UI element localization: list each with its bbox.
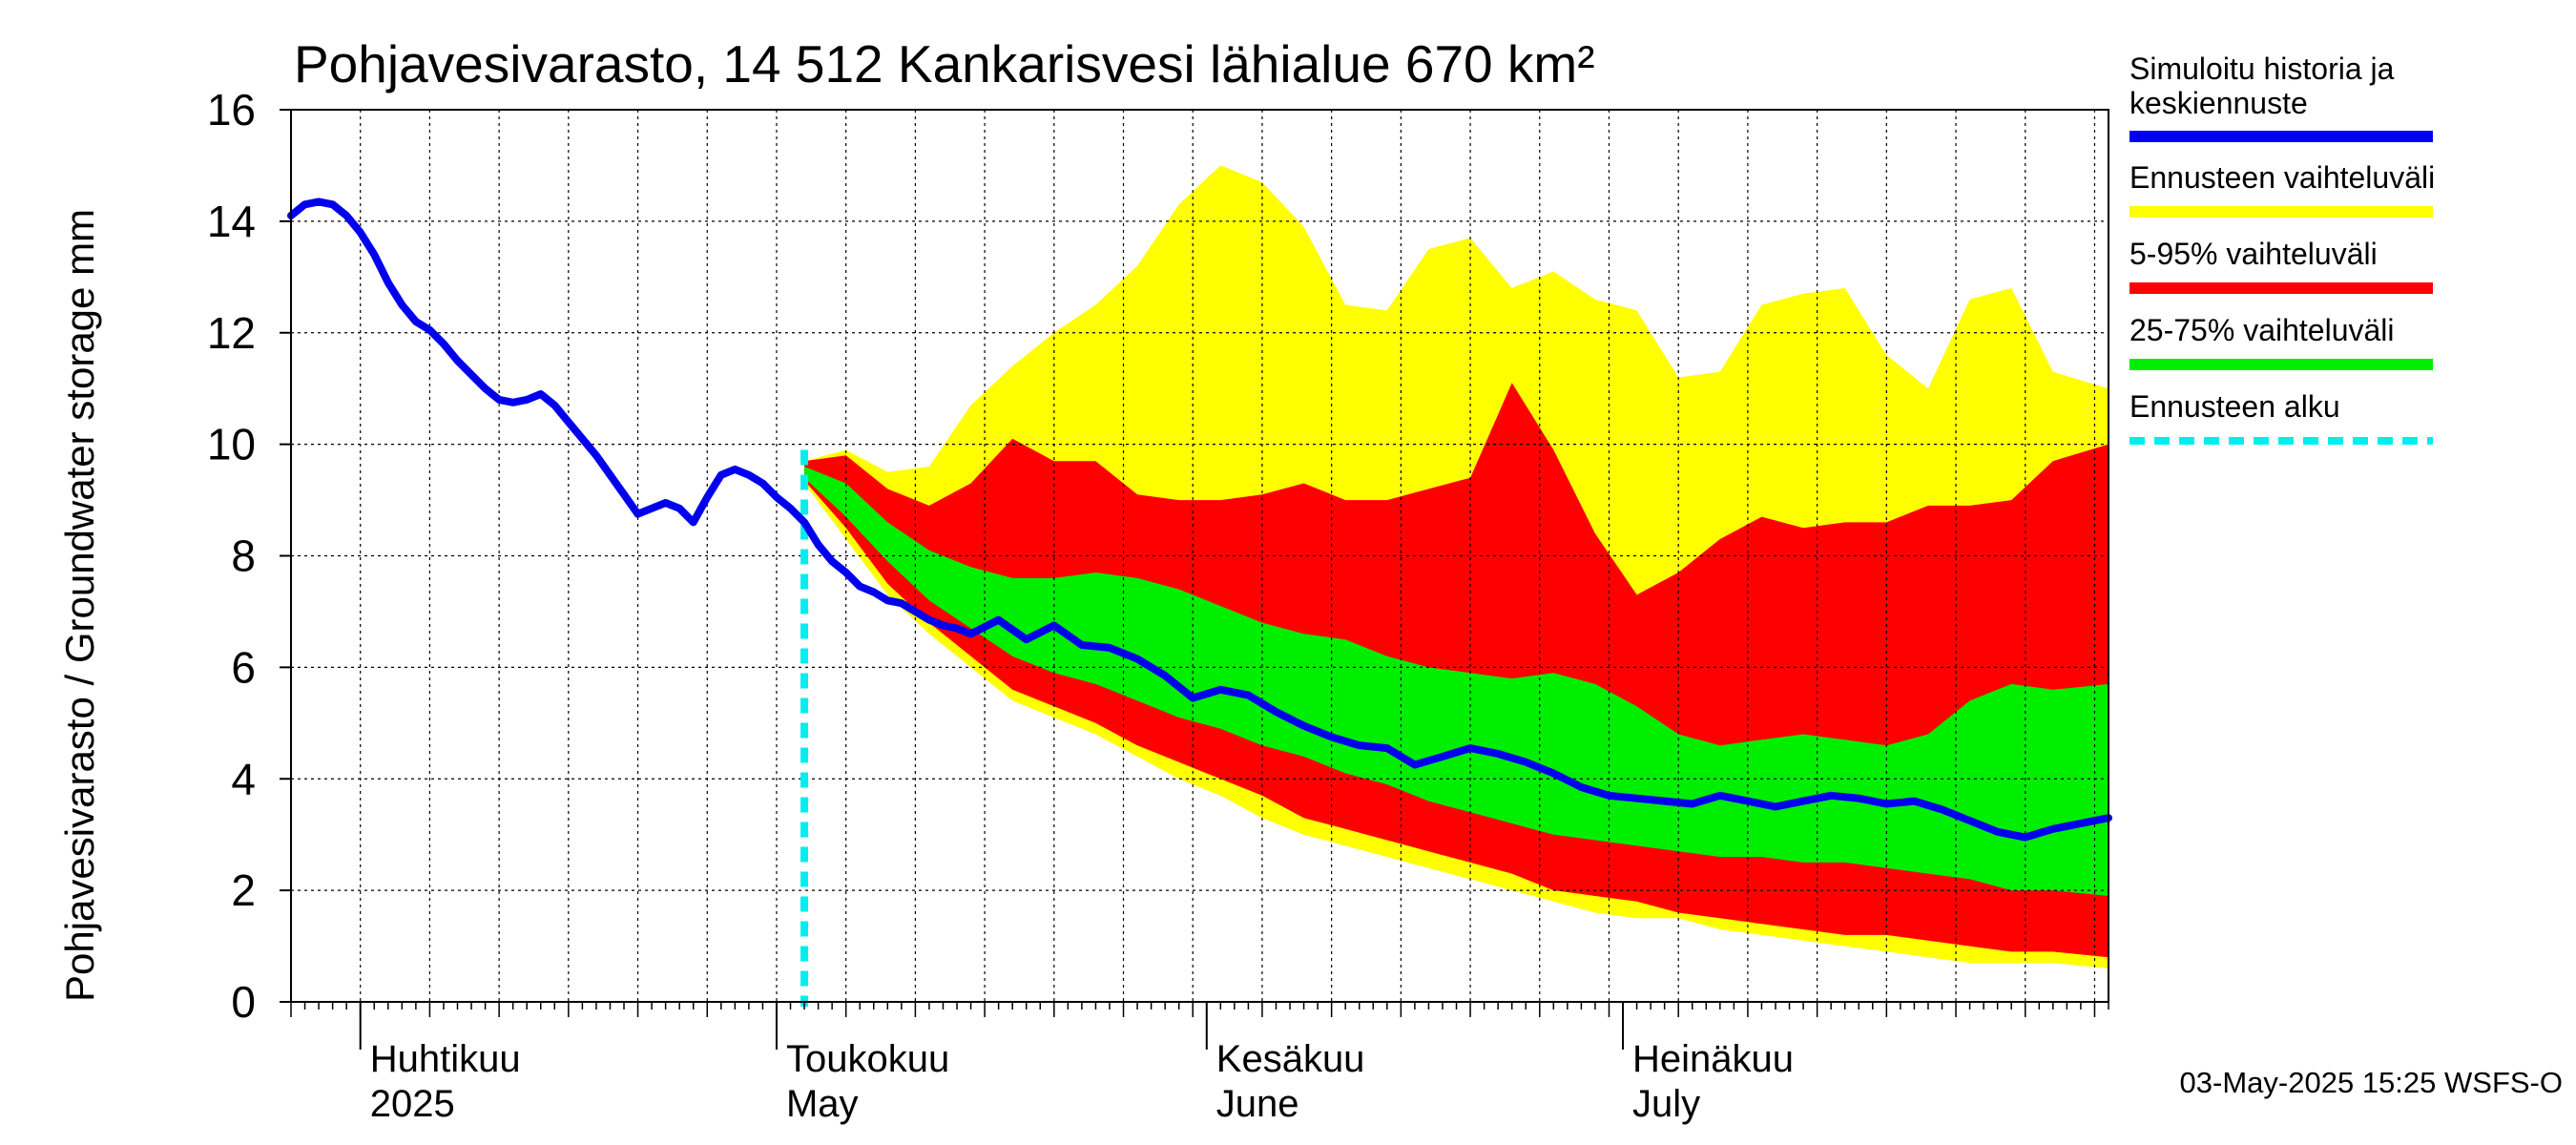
month-sublabel: July xyxy=(1632,1083,1700,1125)
y-tick-label: 10 xyxy=(207,420,256,469)
grid xyxy=(291,110,2109,1002)
y-tick-label: 4 xyxy=(231,754,256,803)
chart-title: Pohjavesivarasto, 14 512 Kankarisvesi lä… xyxy=(294,34,1595,94)
legend: Simuloitu historia ja keskiennuste Ennuste… xyxy=(2129,52,2435,445)
month-label: Huhtikuu xyxy=(370,1038,521,1080)
month-label: Kesäkuu xyxy=(1216,1038,1365,1080)
legend-label-p5_95: 5-95% vaihteluväli xyxy=(2129,237,2378,271)
legend-label-start: Ennusteen alku xyxy=(2129,389,2340,424)
month-sublabel: 2025 xyxy=(370,1083,455,1125)
forecast-bands xyxy=(804,165,2109,968)
legend-label-p25_75: 25-75% vaihteluväli xyxy=(2129,313,2395,347)
y-axis-label: Pohjavesivarasto / Groundwater storage m… xyxy=(57,209,102,1002)
history-median-line xyxy=(287,198,2112,842)
y-tick-label: 8 xyxy=(231,531,256,581)
y-tick-label: 12 xyxy=(207,308,256,358)
month-label: Toukokuu xyxy=(786,1038,949,1080)
y-tick-label: 0 xyxy=(231,977,256,1027)
y-tick-label: 14 xyxy=(207,197,256,246)
timestamp-footer: 03-May-2025 15:25 WSFS-O xyxy=(2180,1066,2563,1099)
legend-label-history: Simuloitu historia ja keskiennuste xyxy=(2129,52,2395,120)
band-25-75 xyxy=(804,467,2109,896)
y-tick-label: 16 xyxy=(207,85,256,135)
y-tick-label: 2 xyxy=(231,865,256,915)
y-tick-label: 6 xyxy=(231,642,256,692)
month-sublabel: May xyxy=(786,1083,859,1125)
y-axis: 0 2 4 6 8 10 12 14 16 xyxy=(207,85,291,1027)
month-label: Heinäkuu xyxy=(1632,1038,1794,1080)
legend-label-full: Ennusteen vaihteluväli xyxy=(2129,160,2435,195)
month-sublabel: June xyxy=(1216,1083,1299,1125)
